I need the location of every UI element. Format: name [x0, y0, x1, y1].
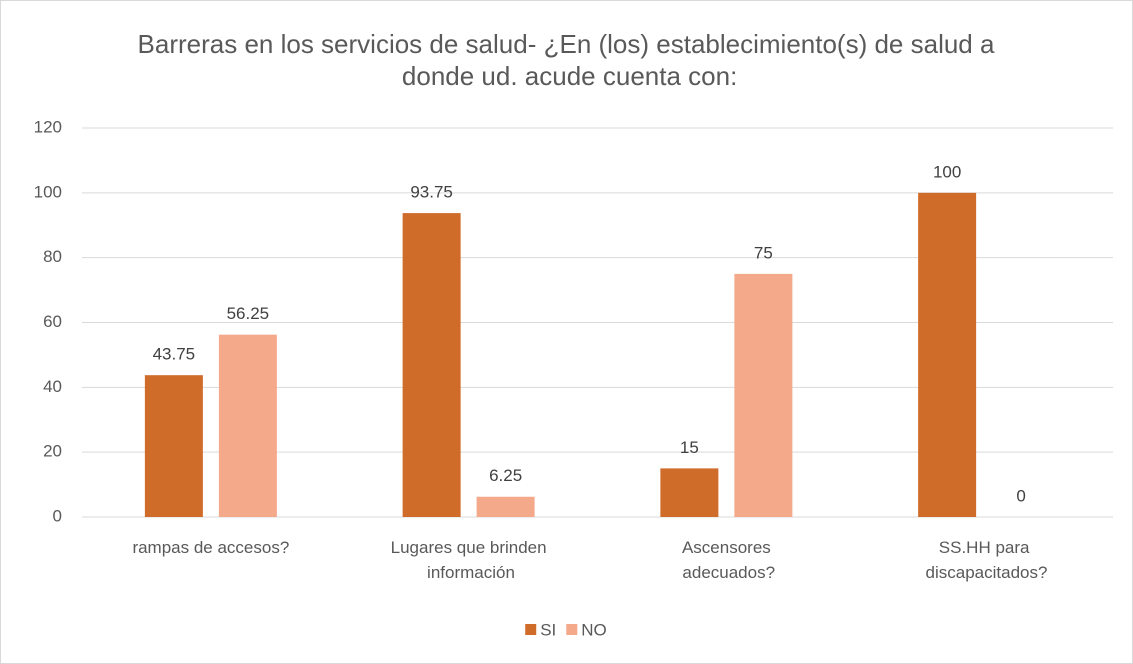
- data-label: 100: [933, 162, 961, 181]
- data-label: 15: [680, 438, 699, 457]
- data-label: 0: [1016, 486, 1025, 505]
- y-tick-label: 60: [43, 312, 62, 331]
- bar: [144, 375, 203, 517]
- data-label: 6.25: [489, 466, 522, 485]
- data-label: 93.75: [410, 183, 453, 202]
- x-tick-label: SS.HH para discapacitados?: [921, 538, 1048, 582]
- y-tick-label: 20: [43, 442, 62, 461]
- data-label: 56.25: [227, 304, 270, 323]
- x-tick-label: Lugares que brinden información: [391, 538, 547, 582]
- chart-title: Barreras en los servicios de salud- ¿En …: [138, 29, 995, 91]
- legend-swatch: [566, 624, 578, 635]
- legend-label: SI: [540, 620, 556, 639]
- legend: SI NO: [525, 620, 607, 639]
- bar: [476, 496, 535, 517]
- bar: [918, 192, 977, 518]
- legend-label: NO: [581, 620, 607, 639]
- y-tick-label: 100: [34, 182, 62, 201]
- bar: [402, 213, 461, 517]
- y-tick-label: 40: [43, 377, 62, 396]
- bar: [660, 468, 719, 517]
- x-tick-label: Ascensores adecuados?: [678, 538, 775, 582]
- bar: [734, 273, 793, 517]
- bar: [218, 334, 277, 517]
- y-tick-label: 120: [34, 117, 62, 136]
- legend-swatch: [525, 624, 537, 635]
- y-tick-label: 0: [53, 506, 62, 525]
- x-tick-label: rampas de accesos?: [132, 538, 289, 557]
- data-label: 75: [754, 243, 773, 262]
- y-tick-label: 80: [43, 247, 62, 266]
- data-label: 43.75: [153, 345, 196, 364]
